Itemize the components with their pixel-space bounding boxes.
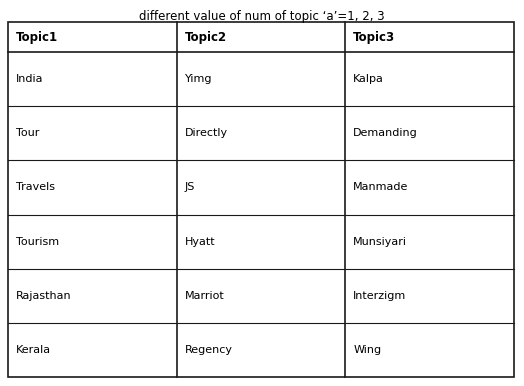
Text: Kalpa: Kalpa	[353, 74, 384, 84]
Text: different value of num of topic ‘a’=1, 2, 3: different value of num of topic ‘a’=1, 2…	[139, 10, 385, 23]
Text: Munsiyari: Munsiyari	[353, 237, 407, 247]
Text: Directly: Directly	[184, 128, 228, 138]
Text: Topic2: Topic2	[184, 30, 227, 44]
Text: Wing: Wing	[353, 345, 381, 355]
Text: Kerala: Kerala	[16, 345, 51, 355]
Text: Demanding: Demanding	[353, 128, 418, 138]
Text: Manmade: Manmade	[353, 183, 409, 192]
Text: Tour: Tour	[16, 128, 39, 138]
Text: India: India	[16, 74, 43, 84]
Text: Yimg: Yimg	[184, 74, 212, 84]
Text: Regency: Regency	[184, 345, 233, 355]
Text: Travels: Travels	[16, 183, 55, 192]
Text: Topic3: Topic3	[353, 30, 396, 44]
Text: Marriot: Marriot	[184, 291, 224, 301]
Text: Hyatt: Hyatt	[184, 237, 215, 247]
Text: Interzigm: Interzigm	[353, 291, 407, 301]
Text: Rajasthan: Rajasthan	[16, 291, 72, 301]
Text: JS: JS	[184, 183, 195, 192]
Text: Tourism: Tourism	[16, 237, 59, 247]
Text: Topic1: Topic1	[16, 30, 58, 44]
